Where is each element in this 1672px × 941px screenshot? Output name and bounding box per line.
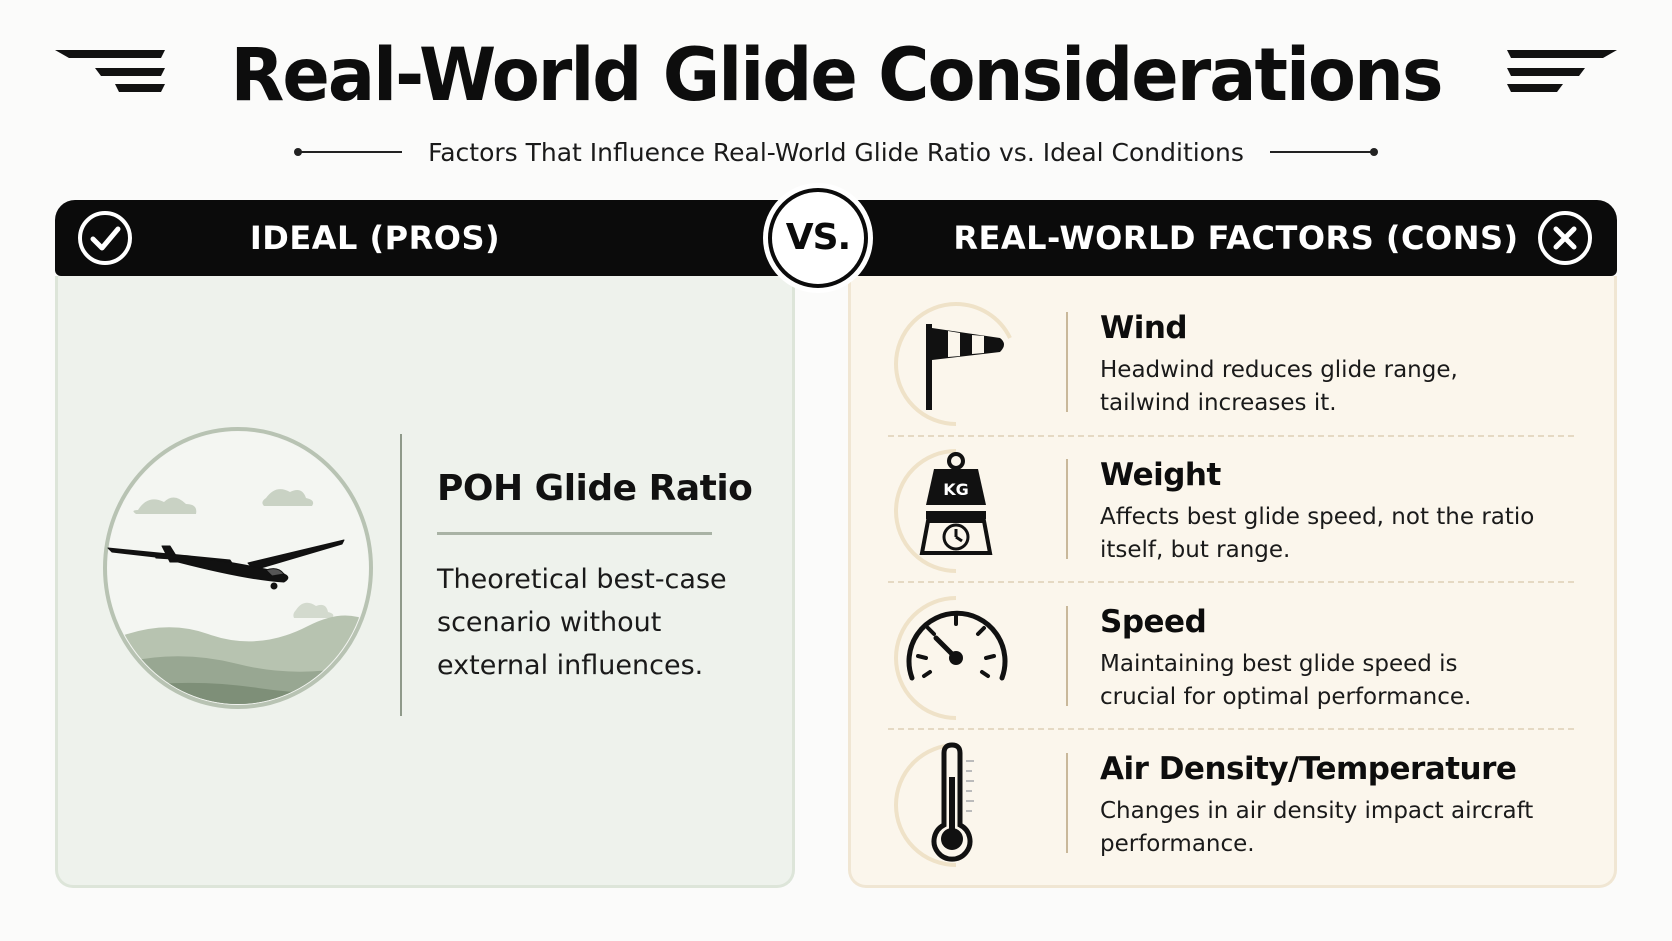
- windsock-icon: [894, 302, 1012, 426]
- weight-icon-text: KG: [943, 480, 969, 499]
- speed-lines-right-icon: [1507, 50, 1617, 92]
- row-divider: [888, 728, 1574, 730]
- factor-description: Changes in air density impact aircraft p…: [1100, 798, 1534, 857]
- factor-separator: [1066, 459, 1068, 559]
- speed-lines-left-icon: [55, 50, 165, 92]
- factors-header-label: REAL-WORLD FACTORS (CONS): [953, 219, 1519, 257]
- speedometer-icon: [894, 596, 1008, 720]
- factor-description: Maintaining best glide speed is crucial …: [1100, 651, 1472, 710]
- x-circle-icon: [1538, 211, 1592, 265]
- page-title: Real-World Glide Considerations: [230, 31, 1443, 119]
- check-circle-icon: [78, 211, 132, 265]
- factor-name: Speed: [1100, 604, 1207, 640]
- page-subtitle: Factors That Influence Real-World Glide …: [428, 137, 1244, 167]
- factor-separator: [1066, 753, 1068, 853]
- factor-air-density: Air Density/Temperature Changes in air d…: [880, 731, 1580, 871]
- subtitle-row: Factors That Influence Real-World Glide …: [0, 132, 1672, 172]
- factor-speed: Speed Maintaining best glide speed is cr…: [880, 584, 1580, 724]
- weight-scale-icon: KG: [894, 449, 993, 573]
- subtitle-rule-right: [1266, 147, 1378, 157]
- thermometer-icon: [894, 742, 974, 867]
- ideal-panel: [55, 276, 795, 888]
- factors-header-bar: REAL-WORLD FACTORS (CONS): [855, 200, 1617, 276]
- row-divider: [888, 435, 1574, 437]
- factor-description: Headwind reduces glide range, tailwind i…: [1100, 357, 1458, 416]
- factor-name: Wind: [1100, 310, 1188, 346]
- factor-name: Air Density/Temperature: [1100, 751, 1517, 787]
- ideal-header-bar: IDEAL (PROS): [55, 200, 795, 276]
- ideal-description: Theoretical best-case scenario without e…: [437, 564, 727, 681]
- factor-separator: [1066, 606, 1068, 706]
- ideal-header-label: IDEAL (PROS): [249, 219, 501, 257]
- ideal-title: POH Glide Ratio: [437, 468, 753, 509]
- ideal-divider: [400, 434, 402, 716]
- row-divider: [888, 581, 1574, 583]
- factor-separator: [1066, 312, 1068, 412]
- factor-description: Affects best glide speed, not the ratio …: [1100, 504, 1535, 563]
- factor-wind: Wind Headwind reduces glide range, tailw…: [880, 290, 1580, 430]
- vs-badge: VS.: [768, 188, 868, 288]
- factor-weight: KG Weight Affects best glide speed, not …: [880, 437, 1580, 577]
- glider-illustration: [103, 427, 373, 709]
- ideal-title-rule: [437, 532, 712, 535]
- subtitle-rule-left: [294, 147, 406, 157]
- factor-name: Weight: [1100, 457, 1221, 493]
